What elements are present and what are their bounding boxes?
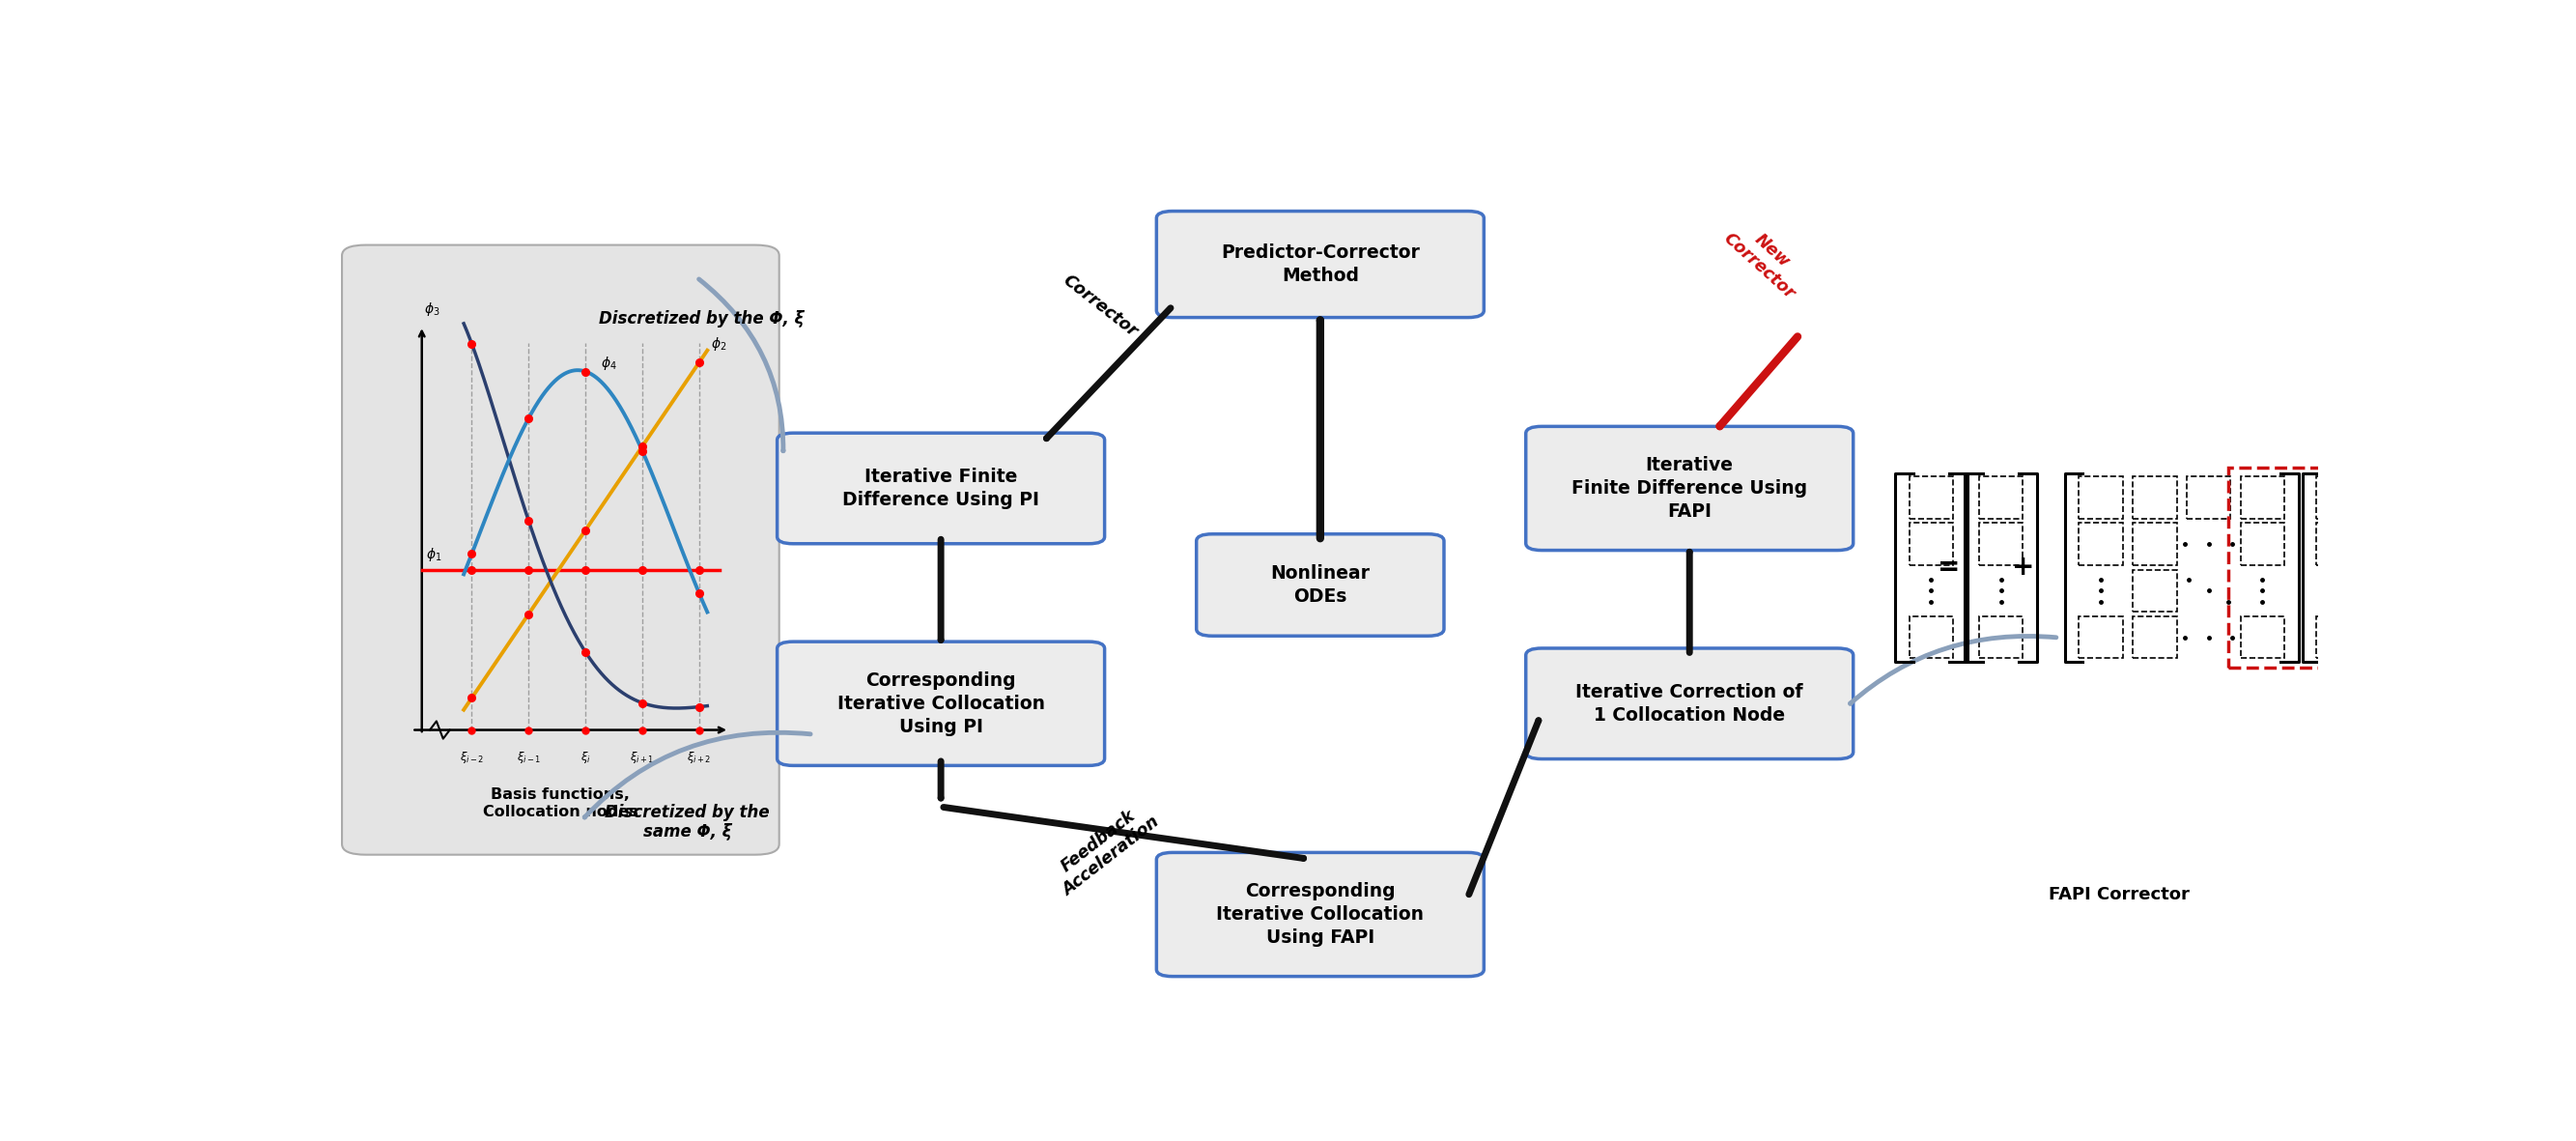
Bar xyxy=(2316,616,2360,658)
Text: $\phi_1$: $\phi_1$ xyxy=(425,547,440,564)
Bar xyxy=(1909,477,1953,519)
Text: $\xi_{i-2}$: $\xi_{i-2}$ xyxy=(459,750,484,764)
Bar xyxy=(2079,523,2123,565)
Bar xyxy=(2079,477,2123,519)
Text: Nonlinear
ODEs: Nonlinear ODEs xyxy=(1270,564,1370,606)
Bar xyxy=(2316,477,2360,519)
Bar xyxy=(2133,523,2177,565)
FancyBboxPatch shape xyxy=(778,432,1105,544)
Text: $\xi_i$: $\xi_i$ xyxy=(580,750,590,764)
FancyBboxPatch shape xyxy=(1195,534,1445,636)
Text: $\phi_3$: $\phi_3$ xyxy=(425,300,440,318)
Text: +: + xyxy=(2012,553,2035,581)
Bar xyxy=(1978,616,2022,658)
Text: Corrector: Corrector xyxy=(1059,272,1141,340)
Bar xyxy=(2133,616,2177,658)
Text: Iterative Correction of
1 Collocation Node: Iterative Correction of 1 Collocation No… xyxy=(1577,682,1803,725)
Bar xyxy=(2079,616,2123,658)
Text: FAPI Corrector: FAPI Corrector xyxy=(2048,885,2190,903)
Bar xyxy=(2187,477,2231,519)
FancyBboxPatch shape xyxy=(778,641,1105,766)
Bar xyxy=(1909,616,1953,658)
FancyBboxPatch shape xyxy=(1157,852,1484,977)
Text: Basis functions,
Collocation nodes: Basis functions, Collocation nodes xyxy=(482,787,639,819)
Text: =: = xyxy=(1937,553,1960,581)
Bar xyxy=(2228,468,2388,667)
Text: $\phi_4$: $\phi_4$ xyxy=(600,354,618,372)
Bar xyxy=(1909,523,1953,565)
Text: $\xi_{i+1}$: $\xi_{i+1}$ xyxy=(631,750,654,764)
Text: Predictor-Corrector
Method: Predictor-Corrector Method xyxy=(1221,243,1419,285)
Bar xyxy=(2241,523,2285,565)
Text: Corresponding
Iterative Collocation
Using PI: Corresponding Iterative Collocation Usin… xyxy=(837,671,1046,736)
Text: Feedback
Acceleration: Feedback Acceleration xyxy=(1046,798,1162,899)
Text: Iterative Finite
Difference Using PI: Iterative Finite Difference Using PI xyxy=(842,468,1038,509)
Bar xyxy=(2316,523,2360,565)
Text: $\xi_{i-1}$: $\xi_{i-1}$ xyxy=(515,750,541,764)
Text: Corresponding
Iterative Collocation
Using FAPI: Corresponding Iterative Collocation Usin… xyxy=(1216,882,1425,947)
Text: New
Corrector: New Corrector xyxy=(1721,215,1811,302)
FancyBboxPatch shape xyxy=(1157,211,1484,317)
Bar xyxy=(2133,477,2177,519)
Text: $\xi_{i+2}$: $\xi_{i+2}$ xyxy=(688,750,711,764)
Text: $\phi_2$: $\phi_2$ xyxy=(711,335,726,353)
Text: Iterative
Finite Difference Using
FAPI: Iterative Finite Difference Using FAPI xyxy=(1571,455,1808,521)
Bar xyxy=(2133,569,2177,612)
Bar xyxy=(1978,477,2022,519)
Bar xyxy=(2241,616,2285,658)
Text: Discretized by the
same Φ, ξ: Discretized by the same Φ, ξ xyxy=(605,803,770,841)
FancyBboxPatch shape xyxy=(343,245,778,855)
Bar xyxy=(1978,523,2022,565)
Text: Discretized by the Φ, ξ: Discretized by the Φ, ξ xyxy=(598,310,804,327)
FancyBboxPatch shape xyxy=(1525,648,1852,759)
FancyBboxPatch shape xyxy=(1525,427,1852,550)
Bar xyxy=(2241,477,2285,519)
